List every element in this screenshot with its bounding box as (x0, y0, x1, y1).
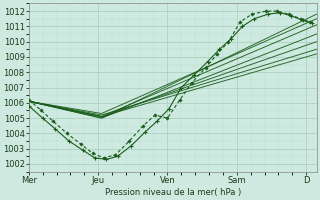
X-axis label: Pression niveau de la mer( hPa ): Pression niveau de la mer( hPa ) (105, 188, 241, 197)
